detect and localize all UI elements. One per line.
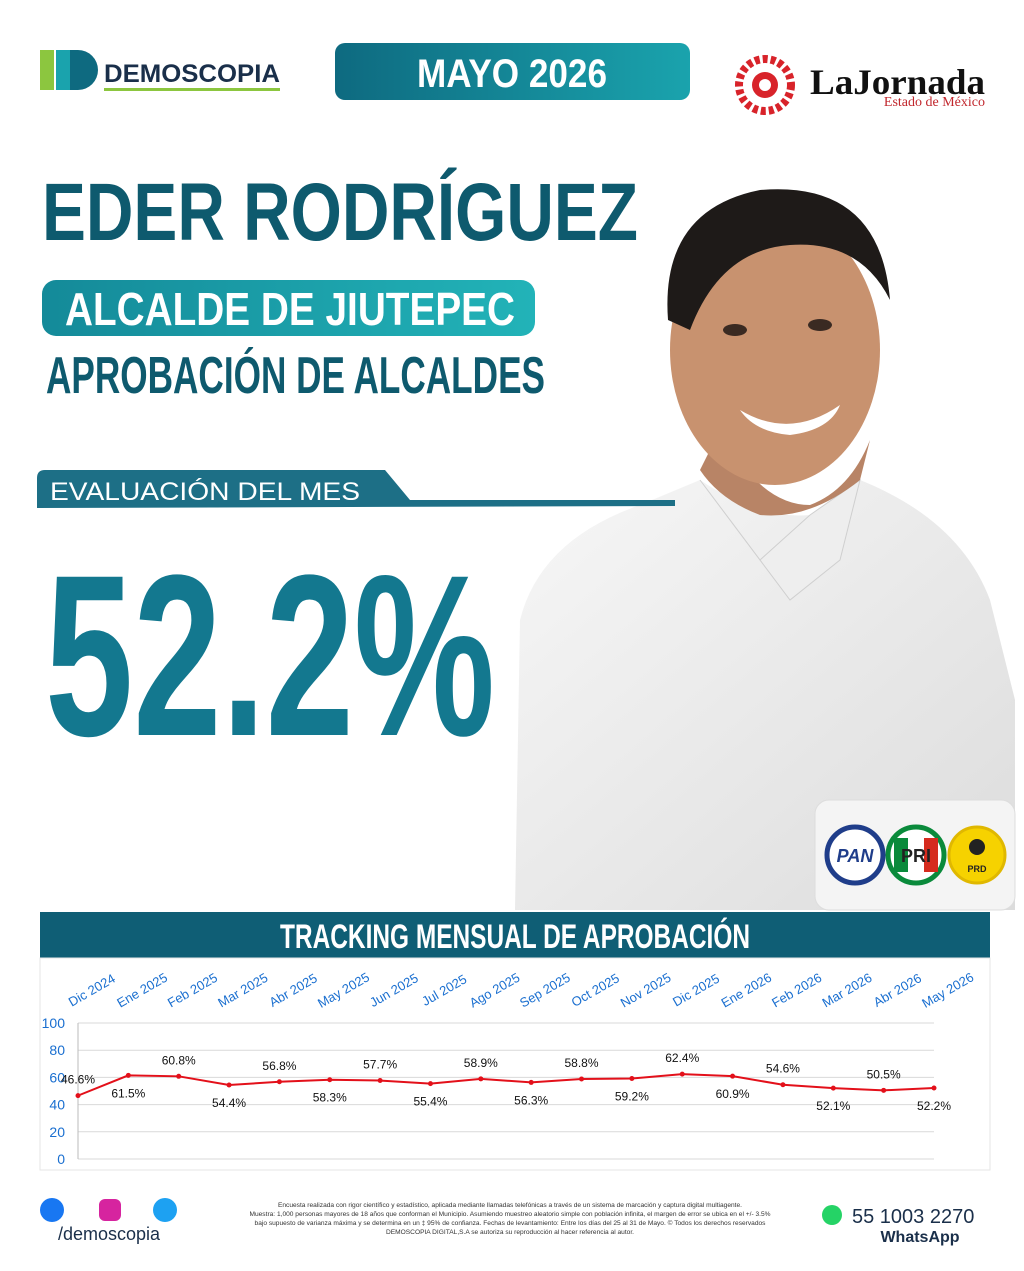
data-point [276,1079,282,1085]
y-tick-label: 60 [49,1069,65,1085]
party-logo: PAN [824,824,886,886]
party-name: PRD [967,864,987,874]
party-name: PRI [901,846,931,866]
data-label: 58.9% [464,1056,498,1070]
partner-subtitle: Estado de México [884,95,985,110]
chart-area [39,957,991,1171]
data-label: 56.3% [514,1093,548,1107]
chart-title: TRACKING MENSUAL DE APROBACIÓN [280,918,750,956]
role-pill [42,280,535,336]
y-tick-label: 80 [49,1042,65,1058]
data-point [931,1085,937,1091]
data-label: 54.6% [766,1062,800,1076]
data-label: 55.4% [413,1095,447,1109]
data-point [528,1079,534,1085]
data-label: 46.6% [61,1073,95,1087]
social-handle: /demoscopia [58,1224,161,1244]
data-label: 50.5% [867,1067,901,1081]
data-point [730,1073,736,1079]
data-point [830,1085,836,1091]
data-point [629,1075,635,1081]
data-point [478,1076,484,1082]
social-icons [40,1198,177,1222]
evaluation-bar [37,470,675,508]
data-point [579,1076,585,1082]
data-label: 57.7% [363,1058,397,1072]
instagram-icon[interactable] [99,1199,121,1221]
data-label: 52.2% [917,1099,951,1113]
party-logo: PRI [885,824,947,886]
party-name: PAN [837,846,875,866]
disclaimer-line: DEMOSCOPIA DIGITAL,S.A se autoriza su re… [386,1229,634,1236]
y-tick-label: 0 [57,1151,65,1167]
data-label: 56.8% [262,1059,296,1073]
data-point [881,1087,887,1093]
disclaimer-line: Encuesta realizada con rigor científico … [278,1202,742,1209]
data-label: 58.3% [313,1091,347,1105]
brand-logo: DEMOSCOPIA [40,50,280,91]
data-label: 62.4% [665,1051,699,1065]
disclaimer-line: Muestra: 1,000 personas mayores de 18 añ… [249,1211,770,1218]
data-label: 54.4% [212,1096,246,1110]
data-point [327,1077,333,1083]
whatsapp-icon[interactable] [822,1205,842,1225]
brand-name: DEMOSCOPIA [104,60,280,88]
data-label: 60.9% [716,1087,750,1101]
headline-name: EDER RODRÍGUEZ [42,167,638,258]
twitter-icon[interactable] [153,1198,177,1222]
evaluation-value: 52.2% [45,527,495,784]
evaluation-label: EVALUACIÓN DEL MES [50,477,360,506]
data-point [780,1082,786,1088]
data-point [125,1072,131,1078]
date-badge [335,43,690,100]
data-point [377,1078,383,1084]
party-logo: PRD [947,825,1007,885]
data-label: 59.2% [615,1089,649,1103]
chart-title-bar [40,912,990,958]
phone-channel: WhatsApp [880,1229,959,1246]
data-point [176,1073,182,1079]
headline-topic: APROBACIÓN DE ALCALDES [46,347,545,405]
y-tick-label: 20 [49,1124,65,1140]
headline-role: ALCALDE DE JIUTEPEC [65,283,515,335]
data-point [679,1071,685,1077]
date-badge-text: MAYO 2026 [417,52,607,96]
data-label: 52.1% [816,1099,850,1113]
data-line [77,1073,935,1097]
data-point [226,1082,232,1088]
data-label: 61.5% [111,1086,145,1100]
y-tick-label: 40 [49,1097,65,1113]
data-label: 58.8% [565,1056,599,1070]
facebook-icon[interactable] [40,1198,64,1222]
data-point [75,1093,81,1099]
phone-number: 55 1003 2270 [852,1206,974,1228]
y-tick-label: 100 [42,1015,66,1031]
data-point [427,1081,433,1087]
partner-logo: LaJornada Estado de México [735,55,985,115]
disclaimer-line: bajo supuesto de varianza máxima y se de… [255,1219,767,1227]
data-label: 60.8% [162,1053,196,1067]
partner-name: LaJornada [810,62,985,102]
